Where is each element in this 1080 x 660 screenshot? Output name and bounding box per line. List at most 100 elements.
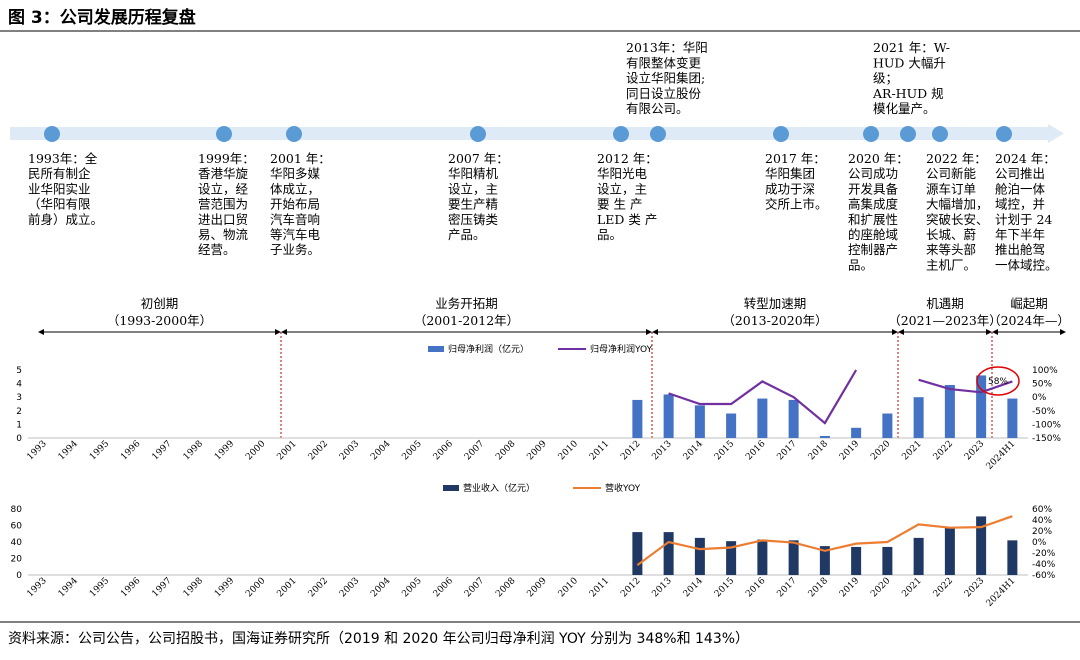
timeline-event-text: 等汽车电 [270,227,321,242]
timeline-event-text: 前身）成立。 [28,212,103,227]
x-tick-label: 2002 [307,576,330,599]
bar [726,541,737,575]
x-tick-label: 2000 [244,439,267,462]
x-tick-label: 2005 [400,439,423,462]
phase-arrow-left [898,329,904,335]
phase-arrow-left [281,329,287,335]
phase-arrow-left [992,329,998,335]
timeline-event-text: 域控，并 [995,197,1045,212]
legend-label: 归母净利润YOY [590,343,653,355]
bar [944,384,955,438]
y-left-tick-label: 80 [11,505,23,515]
x-tick-label: 1998 [182,576,205,599]
x-tick-label: 2001 [275,439,298,462]
x-tick-label: 2012 [619,439,642,462]
timeline-event-text: 设立华阳集团; [626,71,705,86]
x-tick-label: 2007 [463,576,486,599]
y-right-tick-label: -50% [1032,407,1056,417]
x-tick-label: 2006 [432,439,455,462]
phase-name: 转型加速期 [744,296,807,311]
bar [632,399,643,438]
y-left-tick-label: 1 [16,420,22,430]
timeline-event-text: 长城、蔚 [926,227,976,242]
x-tick-label: 2017 [775,439,798,462]
timeline-event-text: 民所有制企 [28,166,91,181]
phase-name: 崛起期 [1010,296,1048,311]
y-right-tick-label: -20% [1032,549,1056,559]
timeline-event-text: 华阳多媒 [270,166,321,181]
y-right-tick-label: -40% [1032,560,1056,570]
timeline-dot [863,126,879,142]
y-left-tick-label: 60 [11,522,23,532]
timeline-event-text: 成功于深 [765,181,815,196]
timeline-arrow [1048,124,1064,143]
x-tick-label: 2009 [525,439,548,462]
y-left-tick-label: 0 [16,434,22,444]
x-tick-label: 2005 [400,576,423,599]
y-right-tick-label: 40% [1032,516,1052,526]
timeline-event-text: 公司新能 [926,166,977,181]
phase-arrow-right [646,329,652,335]
bar [913,397,924,438]
timeline-event-text: 易、物流 [198,227,249,242]
timeline-dot [932,126,948,142]
x-tick-label: 1996 [119,576,142,599]
timeline-event-text: 级； [873,71,898,86]
timeline-event-text: 体成立， [270,181,320,196]
bar [882,413,893,438]
timeline-event-text: 一体域控。 [995,257,1058,272]
bar [788,399,799,438]
x-tick-label: 2015 [713,576,736,599]
timeline-event-text: 公司成功 [848,166,898,181]
timeline-event-text: （华阳有限 [28,197,91,212]
legend-swatch-bar [428,346,444,352]
x-tick-label: 1994 [57,576,80,599]
phase-range: （2013-2020年） [722,313,827,328]
phase-arrow-right [275,329,281,335]
bar [663,394,674,438]
timeline-axis [10,127,1052,140]
x-tick-label: 1996 [119,439,142,462]
x-tick-label: 2000 [244,576,267,599]
timeline-event-text: 华阳光电 [597,166,648,181]
x-tick-label: 2003 [338,576,361,599]
phase-bar: 初创期 （1993-2000年） 业务开拓期 （2001-2012年） 转型加速期 （20… [38,296,1070,440]
x-tick-label: 2019 [838,439,861,462]
x-tick-label: 2014 [682,576,705,599]
y-left-tick-label: 2 [16,407,22,417]
bar [882,546,893,575]
figure-title: 图 3：公司发展历程复盘 [8,7,196,28]
timeline-event-text: 模化量产。 [873,101,936,116]
bar [694,537,705,575]
x-tick-label: 1999 [213,439,236,462]
timeline-event-text: 有限公司。 [626,101,689,116]
x-tick-label: 2021 [900,576,923,599]
timeline-event-text: 汽车音响 [270,212,320,227]
y-left-tick-label: 0 [16,571,22,581]
y-right-tick-label: 20% [1032,527,1052,537]
y-right-tick-label: -150% [1032,434,1061,444]
legend-swatch-bar [443,485,459,491]
x-tick-label: 2018 [807,576,830,599]
y-right-tick-label: 0% [1032,393,1047,403]
y-right-tick-label: -100% [1032,420,1061,430]
phase-arrow-left [652,329,658,335]
legend-label: 营业收入（亿元） [463,482,535,494]
timeline-dot [773,126,789,142]
timeline-dot [613,126,629,142]
bar [726,413,737,438]
timeline-event-text: 开发具备 [848,181,899,196]
x-tick-label: 2006 [432,576,455,599]
phase-segment: 崛起期 （2024年—） [988,296,1070,335]
series-line [918,378,1013,394]
y-right-tick-label: 100% [1032,366,1058,376]
x-tick-label: 2015 [713,439,736,462]
x-tick-label: 2022 [932,576,955,599]
legend-label: 营收YOY [605,482,641,494]
annotation-circle [976,366,1020,396]
